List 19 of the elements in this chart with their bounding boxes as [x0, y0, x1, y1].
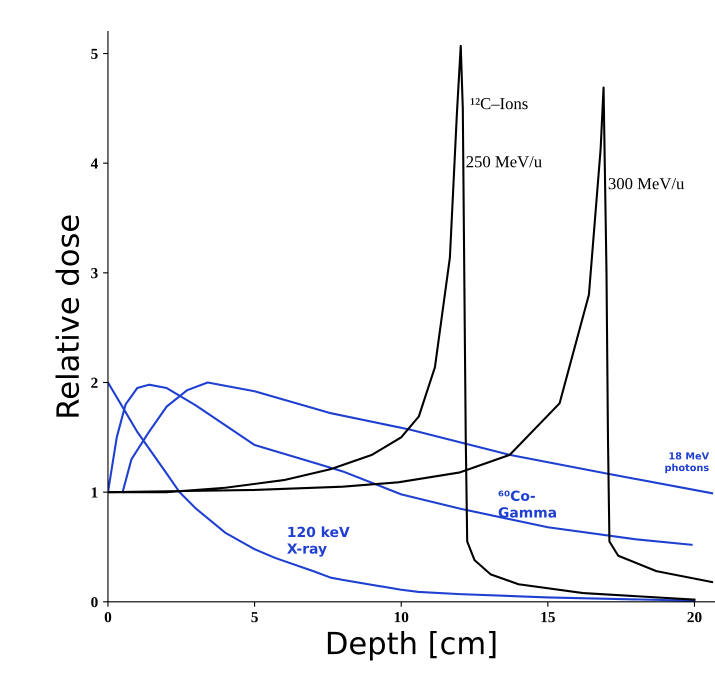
x-tick-label: 0	[104, 612, 112, 622]
series-label: 120 keV X-ray	[287, 526, 350, 557]
x-tick-label: 20	[687, 612, 702, 622]
y-tick-label: 0	[91, 596, 98, 608]
series-label: 300 MeV/u	[608, 178, 684, 190]
annotation: ¹²C–Ions	[470, 98, 528, 110]
series-label: 18 MeV photons	[665, 452, 710, 474]
x-tick-label: 15	[541, 612, 555, 622]
y-tick-label: 1	[92, 487, 98, 498]
y-tick-label: 4	[90, 158, 98, 168]
series-label: 250 MeV/u	[466, 156, 542, 168]
x-axis-title: Depth [cm]	[328, 630, 496, 661]
x-tick-label: 5	[251, 612, 258, 622]
x-tick-label: 10	[394, 612, 408, 622]
y-tick-label: 3	[91, 268, 98, 278]
y-axis-title: Relative dose	[55, 215, 80, 417]
series-label: ⁶⁰Co- Gamma	[498, 490, 556, 518]
y-tick-label: 5	[91, 48, 98, 59]
y-tick-label: 2	[91, 378, 98, 388]
